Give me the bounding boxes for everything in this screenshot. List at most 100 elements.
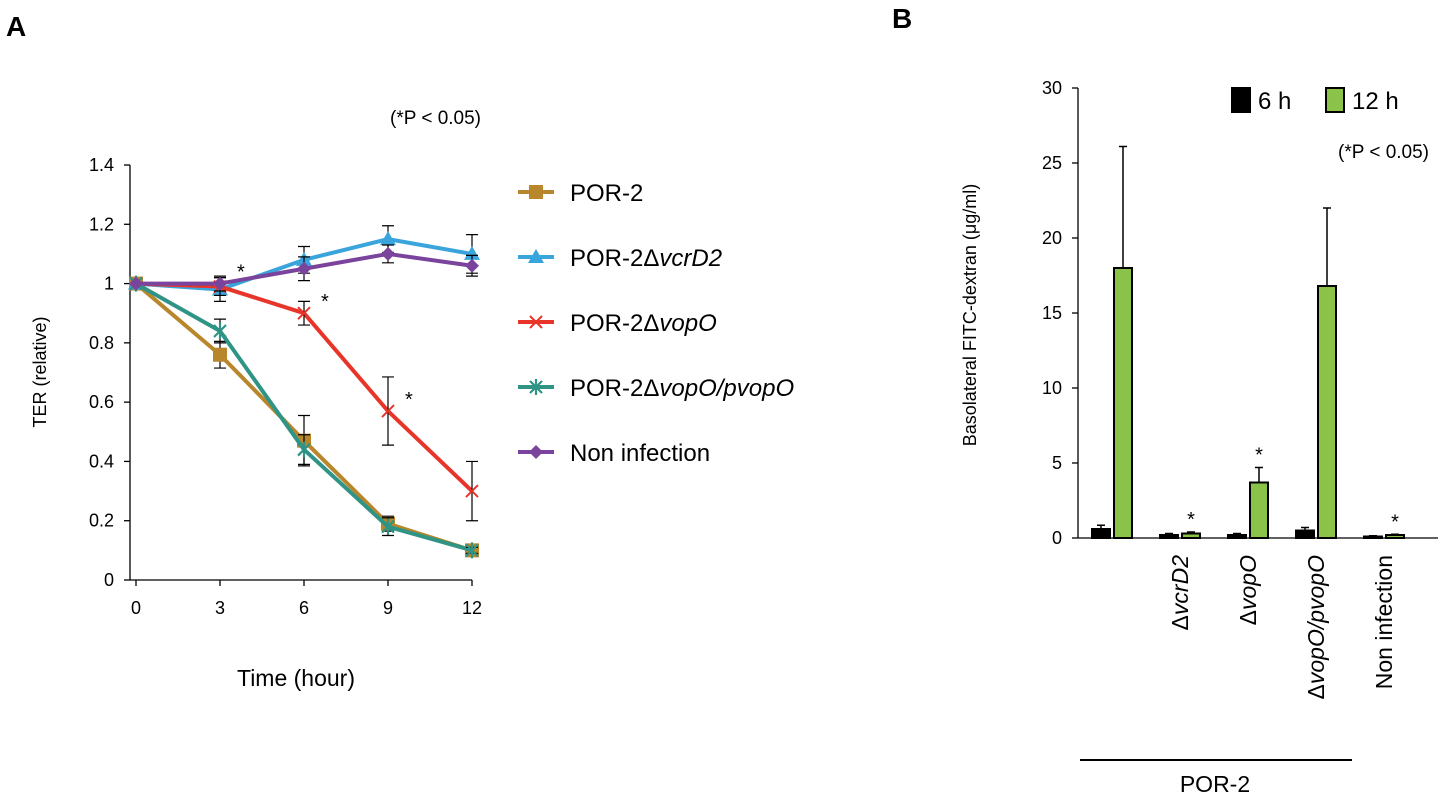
- panel-a-data-point: [464, 245, 480, 260]
- panel-b-bar: [1363, 535, 1383, 539]
- panel-b-category-label-text: Δ: [1303, 684, 1329, 699]
- panel-b-bar: [1091, 528, 1111, 539]
- panel-b-bar: [1227, 534, 1247, 539]
- panel-a-y-tick-label: 1.4: [89, 155, 114, 175]
- panel-b-y-axis-title: Basolateral FITC-dextran (μg/ml): [960, 184, 980, 446]
- panel-a: A (*P < 0.05) Time (hour) TER (relative)…: [6, 11, 794, 691]
- panel-b-legend-entry: 12 h: [1352, 88, 1399, 115]
- panel-a-data-point: [465, 484, 479, 498]
- panel-a-y-tick-label: 1: [104, 274, 114, 294]
- panel-b-error-bar: [1255, 466, 1263, 483]
- panel-a-data-point: [380, 231, 396, 246]
- panel-a-data-point: [297, 306, 311, 320]
- panel-a-y-tick-label: 0.8: [89, 333, 114, 353]
- panel-a-significance-asterisk: *: [405, 389, 413, 411]
- panel-b-significance-asterisk: *: [1391, 511, 1399, 533]
- panel-a-legend-marker: [528, 249, 544, 263]
- panel-a-x-tick-label: 6: [299, 598, 309, 618]
- panel-a-legend-entry-text: POR-2Δ: [570, 310, 659, 337]
- panel-b-bar: [1249, 481, 1269, 539]
- panel-a-data-point: [213, 323, 227, 339]
- panel-a-x-tick-label: 0: [131, 598, 141, 618]
- panel-a-series-4: [129, 244, 479, 292]
- panel-a-legend-entry: POR-2ΔvopO: [570, 310, 717, 337]
- panel-b-bar: [1385, 534, 1405, 539]
- panel-b-bar: [1317, 285, 1337, 539]
- panel-a-data-point: [129, 276, 143, 291]
- panel-b-legend-swatch: [1325, 87, 1345, 113]
- panel-b-category-label-text: Non infection: [1371, 555, 1397, 689]
- panel-a-legend-entry-text: POR-2Δ: [570, 245, 659, 272]
- panel-a-legend-marker: [529, 315, 543, 329]
- panel-b-error-bar: [1165, 532, 1173, 535]
- panel-b-error-bar: [1369, 535, 1377, 537]
- panel-a-y-tick-label: 1.2: [89, 214, 114, 234]
- panel-b-y-tick-label: 10: [1042, 378, 1062, 398]
- panel-a-y-tick-label: 0.6: [89, 392, 114, 412]
- panel-b-significance-asterisk: *: [1255, 445, 1263, 467]
- panel-a-y-axis-title: TER (relative): [30, 316, 50, 427]
- panel-b-bar: [1181, 532, 1201, 539]
- panel-a-legend-entry-italic-text: vopO/pvopO: [659, 375, 794, 402]
- panel-a-x-tick-label: 9: [383, 598, 393, 618]
- panel-b: B (*P < 0.05) Basolateral FITC-dextran (…: [892, 3, 1438, 797]
- panel-a-legend-entry-italic-text: vcrD2: [659, 245, 722, 272]
- panel-a-data-point: [381, 404, 395, 418]
- panel-a-legend-entry-text: Non infection: [570, 440, 710, 467]
- panel-a-legend-entry: Non infection: [570, 440, 710, 467]
- panel-a-legend-entry-text: POR-2Δ: [570, 375, 659, 402]
- panel-a-annotations: * * *: [237, 262, 413, 411]
- panel-a-legend-entry: POR-2ΔvcrD2: [570, 245, 722, 272]
- panel-a-legend-marker: [529, 445, 543, 459]
- panel-b-bar: [1113, 267, 1133, 539]
- panel-b-y-tick-label: 30: [1042, 78, 1062, 98]
- panel-b-y-tick-label: 5: [1052, 453, 1062, 473]
- panel-b-bar: [1159, 534, 1179, 539]
- panel-a-legend-marker: [529, 185, 543, 199]
- panel-a-x-tick-label: 12: [462, 598, 482, 618]
- panel-b-error-bar: [1323, 207, 1331, 286]
- panel-b-category-label: Non infection: [1371, 555, 1397, 689]
- panel-b-y-tick-label: 20: [1042, 228, 1062, 248]
- panel-b-category-label: ΔvopO: [1235, 555, 1261, 625]
- panel-b-y-tick-label: 15: [1042, 303, 1062, 323]
- panel-b-category-label-italic-text: vopO/pvopO: [1303, 555, 1329, 684]
- panel-a-x-axis-title: Time (hour): [237, 665, 355, 691]
- panel-b-category-label-text: Δ: [1235, 610, 1261, 625]
- panel-b-bar: [1295, 529, 1315, 539]
- panel-a-series-2: [129, 276, 479, 522]
- panel-a-legend: POR-2POR-2ΔvcrD2POR-2ΔvopOPOR-2ΔvopO/pvo…: [518, 180, 794, 467]
- panel-a-legend-entry-italic-text: vopO: [659, 310, 716, 337]
- panel-b-significance-note: (*P < 0.05): [1338, 142, 1429, 163]
- panel-b-error-bar: [1301, 526, 1309, 531]
- panel-b-legend-swatch: [1231, 87, 1251, 113]
- panel-b-y-tick-label: 25: [1042, 153, 1062, 173]
- panel-a-data-point: [213, 347, 227, 362]
- panel-a-label: A: [6, 11, 26, 42]
- panel-a-legend-entry: POR-2ΔvopO/pvopO: [570, 375, 794, 402]
- panel-a-y-tick-label: 0.4: [89, 451, 114, 471]
- panel-a-y-tick-label: 0: [104, 570, 114, 590]
- panel-b-category-label-italic-text: vopO: [1235, 555, 1261, 610]
- panel-a-y-ticks: 0 0.2 0.4 0.6 0.8 1 1.2 1.4: [89, 155, 130, 590]
- panel-a-legend-marker: [529, 379, 543, 395]
- panel-a-data-point: [213, 276, 227, 291]
- panel-a-data-point: [297, 261, 311, 276]
- panel-a-significance-asterisk: *: [321, 291, 329, 313]
- panel-a-y-tick-label: 0.2: [89, 511, 114, 531]
- panel-a-data-point: [465, 542, 479, 559]
- panel-b-category-label-text: Δ: [1167, 615, 1193, 630]
- panel-a-legend-entry-text: POR-2: [570, 180, 643, 207]
- panel-b-category-label-italic-text: vcrD2: [1167, 555, 1193, 615]
- panel-b-y-tick-label: 0: [1052, 528, 1062, 548]
- panel-b-legend: 6 h 12 h: [1231, 87, 1399, 115]
- panel-b-legend-entry: 6 h: [1258, 88, 1291, 115]
- panel-a-significance-asterisk: *: [237, 262, 245, 284]
- panel-a-data-point: [297, 441, 311, 458]
- panel-b-label: B: [892, 3, 912, 34]
- panel-b-error-bar: [1119, 145, 1127, 268]
- panel-b-significance-asterisk: *: [1187, 509, 1195, 531]
- panel-a-x-ticks: 0 3 6 9 12: [131, 580, 482, 618]
